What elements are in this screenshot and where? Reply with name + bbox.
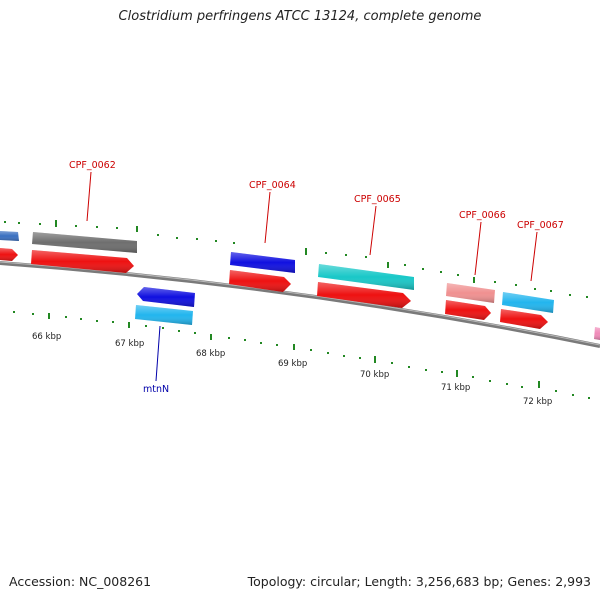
genome-backbone [0,261,600,348]
tick-label-70: 70 kbp [360,370,389,380]
leader-line-cpf-0062 [86,171,92,222]
tick-label-71: 71 kbp [441,383,470,393]
tick-label-66: 66 kbp [32,332,61,342]
gene-feature-partial-right[interactable] [594,327,600,340]
forward-cds-track [0,248,548,329]
gene-feature-cpf-0065[interactable] [318,264,414,290]
gene-label-mtnN[interactable]: mtnN [143,384,169,395]
cds-arrow-cpf-0064[interactable] [229,270,291,292]
cds-arrow-partial-left[interactable] [0,248,18,261]
accession-label: Accession: NC_008261 [9,574,152,589]
gene-label-cpf-0065[interactable]: CPF_0065 [354,194,401,205]
gene-feature-cpf-0062[interactable] [32,232,137,253]
cds-arrow-mtnN[interactable] [137,287,195,307]
reverse-strand-track [135,287,195,325]
gene-feature-mtnN[interactable] [135,305,193,325]
gene-label-cpf-0064[interactable]: CPF_0064 [249,180,296,191]
cds-arrow-cpf-0062[interactable] [31,250,134,273]
lower-tick-ring [13,311,590,399]
leader-line-cpf-0066 [474,221,482,276]
gene-feature-cpf-0066[interactable] [446,283,495,303]
gene-feature-partial-left[interactable] [0,231,19,241]
leader-line-cpf-0067 [530,231,538,282]
genome-title: Clostridium perfringens ATCC 13124, comp… [118,9,482,24]
gene-label-cpf-0066[interactable]: CPF_0066 [459,210,506,221]
genome-summary: Topology: circular; Length: 3,256,683 bp… [247,574,591,589]
cds-arrow-cpf-0067[interactable] [500,309,548,329]
tick-label-69: 69 kbp [278,359,307,369]
cds-arrow-cpf-0065[interactable] [317,282,411,308]
gene-label-cpf-0067[interactable]: CPF_0067 [517,220,564,231]
tick-label-68: 68 kbp [196,349,225,359]
gene-feature-cpf-0064[interactable] [230,252,295,273]
tick-label-67: 67 kbp [115,339,144,349]
tick-label-72: 72 kbp [523,397,552,407]
leader-line-cpf-0065 [369,205,377,256]
forward-gene-track [0,231,600,340]
leader-line-cpf-0064 [264,191,271,244]
upper-tick-ring [4,220,588,298]
gene-label-cpf-0062[interactable]: CPF_0062 [69,160,116,171]
cds-arrow-cpf-0066[interactable] [445,300,491,320]
gene-feature-cpf-0067[interactable] [502,292,554,313]
leader-line-mtnN [155,325,161,382]
